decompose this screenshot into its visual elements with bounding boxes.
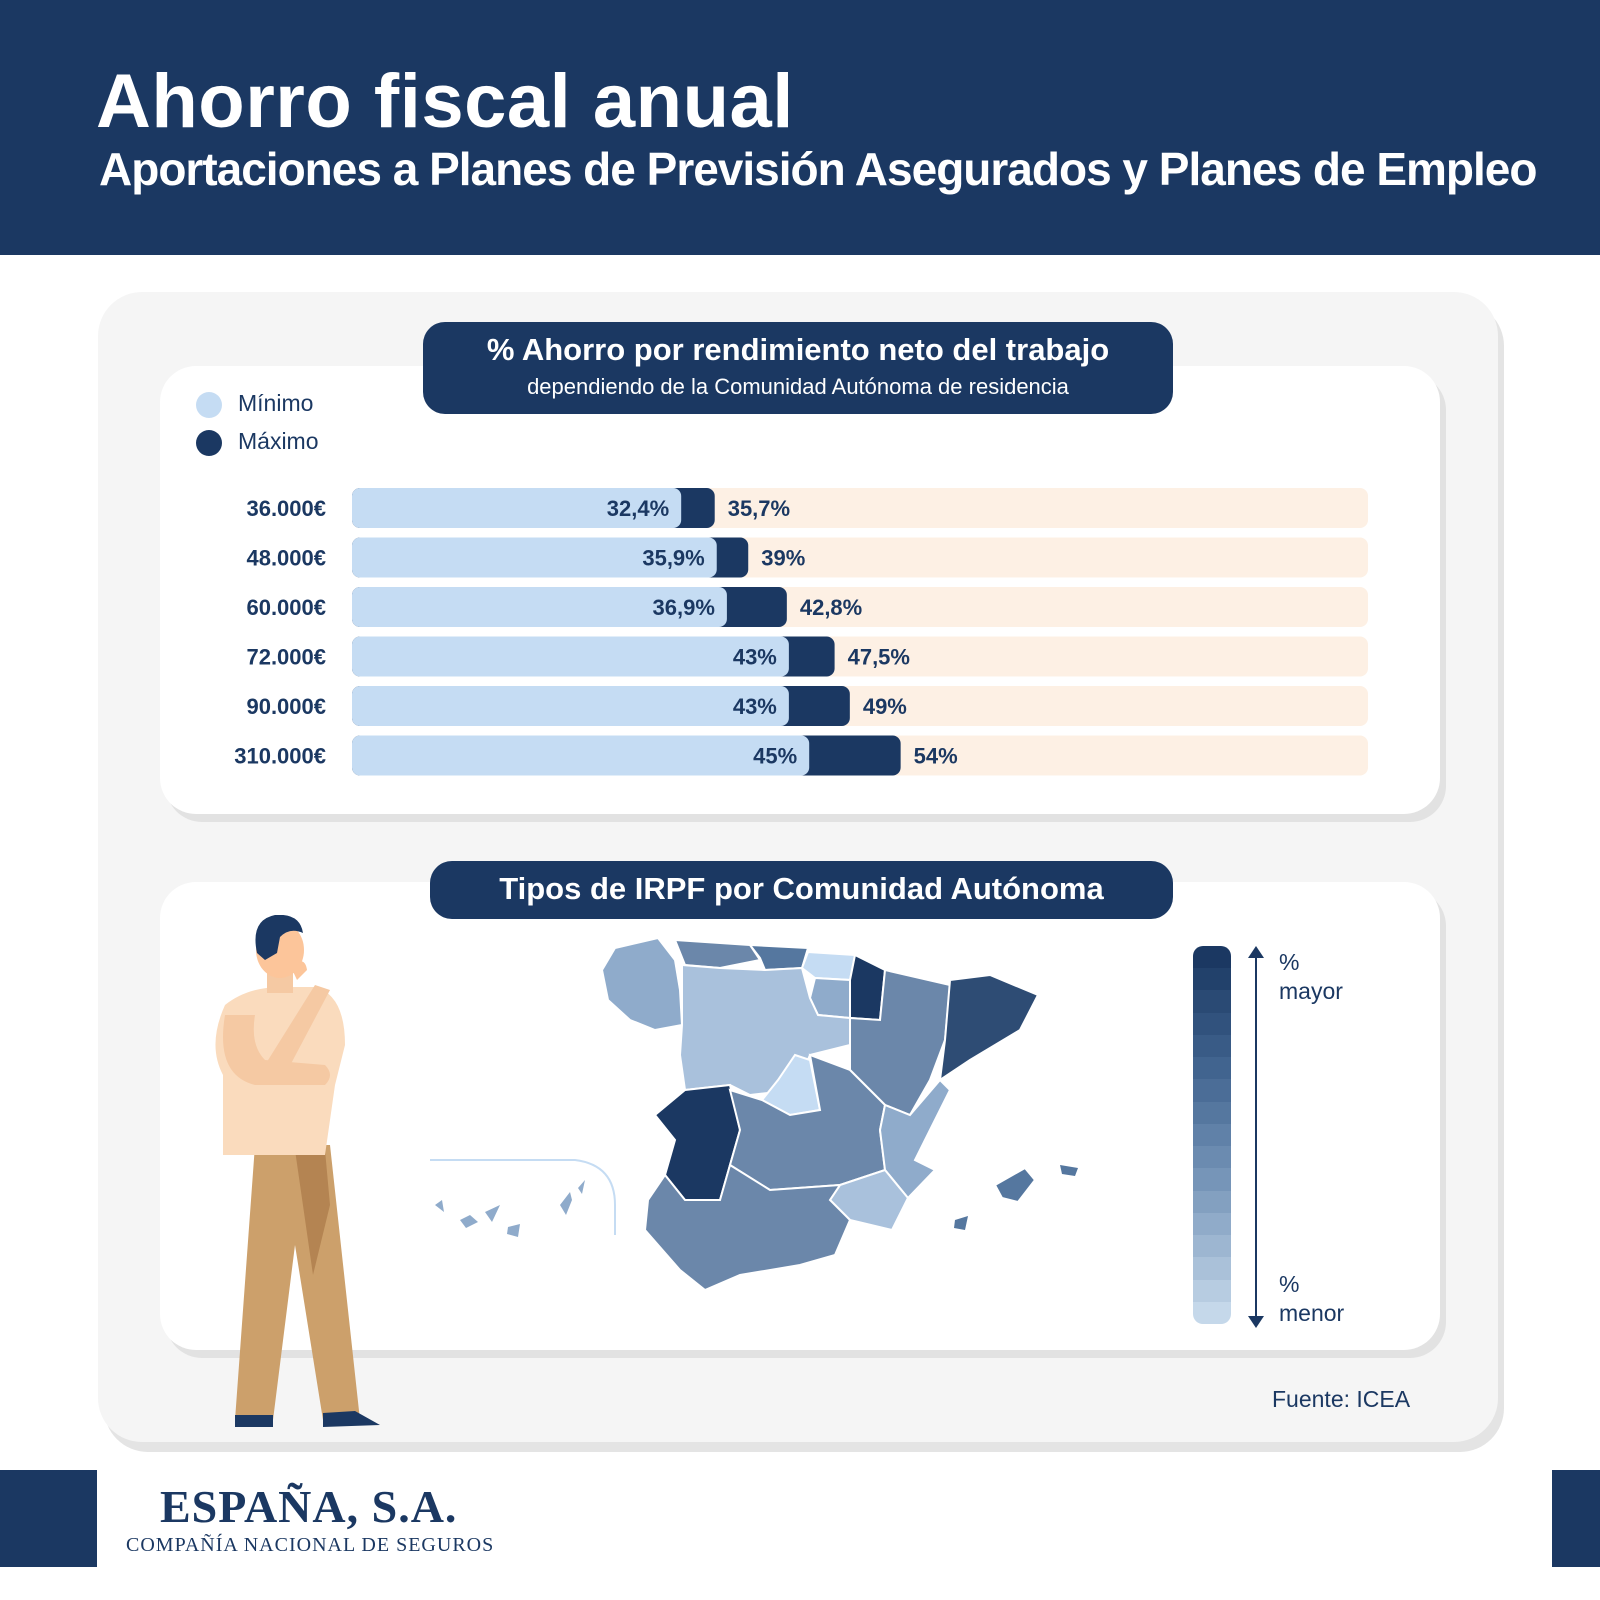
legend-label-minimo: Mínimo [238,390,314,416]
legend-label-maximo: Máximo [238,428,319,454]
scale-step [1193,1079,1231,1104]
bar-chart-subtitle: dependiendo de la Comunidad Autónoma de … [527,374,1069,399]
category-label-72000: 72.000€ [246,645,326,670]
value-label-minimo-60000: 36,9% [653,595,715,620]
map-title: Tipos de IRPF por Comunidad Autónoma [499,871,1104,906]
category-label-48000: 48.000€ [246,546,326,571]
thinking-person-illustration [215,915,380,1427]
region-galicia [600,936,684,1032]
bar-chart-title: % Ahorro por rendimiento neto del trabaj… [486,332,1110,367]
legend-swatch-minimo [196,392,222,418]
bar-minimo-48000 [352,537,717,578]
brand-logo-name: ESPAÑA, S.A. [160,1481,458,1532]
scale-arrow-line [1255,954,1257,1318]
category-label-310000: 310.000€ [234,744,326,769]
value-label-maximo-48000: 39% [761,546,805,571]
scale-step [1193,946,1231,970]
bar-minimo-36000 [352,488,682,528]
map-title-pill: Tipos de IRPF por Comunidad Autónoma [430,861,1173,919]
legend-swatch-maximo [196,430,222,456]
value-label-minimo-90000: 43% [733,694,777,719]
value-label-minimo-310000: 45% [753,744,797,769]
scale-step [1193,1034,1231,1059]
scale-step [1193,968,1231,992]
region-canarias [435,1180,585,1237]
canarias-frame [430,1159,616,1235]
footer-square-left [0,1470,97,1567]
bar-minimo-72000 [352,636,789,677]
scale-step [1193,1101,1231,1126]
region-baleares-ibiza [954,1216,968,1230]
region-pais-vasco [800,950,857,982]
scale-step [1193,1168,1231,1193]
category-label-60000: 60.000€ [246,595,326,620]
scale-step [1193,1301,1231,1324]
source-note: Fuente: ICEA [1272,1386,1411,1412]
arrow-down-icon [1248,1316,1264,1328]
scale-step [1193,1235,1231,1259]
header-banner: Ahorro fiscal anual Aportaciones a Plane… [0,0,1600,255]
scale-step [1193,1012,1231,1037]
region-cataluna [938,973,1040,1083]
spain-irpf-map [430,936,1078,1292]
value-label-minimo-36000: 32,4% [607,496,669,521]
scale-step [1193,1279,1231,1304]
region-baleares [993,1166,1037,1204]
bar-minimo-90000 [352,686,789,726]
region-baleares-menorca [1060,1165,1078,1176]
value-label-maximo-60000: 42,8% [800,595,862,620]
scale-top-word: mayor [1279,978,1343,1004]
scale-bottom-word: menor [1279,1300,1345,1326]
region-valencia [878,1078,952,1200]
value-label-maximo-90000: 49% [863,694,907,719]
irpf-color-scale [1193,946,1231,1324]
scale-step [1193,1190,1231,1215]
value-label-maximo-72000: 47,5% [848,645,910,670]
scale-step [1193,1123,1231,1148]
scale-step [1193,1212,1231,1237]
bar-chart-title-pill: % Ahorro por rendimiento neto del trabaj… [423,322,1173,414]
page-title: Ahorro fiscal anual [96,59,794,144]
bar-minimo-60000 [352,587,727,627]
value-label-minimo-72000: 43% [733,645,777,670]
region-castilla-leon [678,963,851,1097]
scale-bottom-label: % menor [1279,1270,1344,1328]
value-label-maximo-310000: 54% [914,744,958,769]
region-andalucia [643,1163,852,1292]
bar-minimo-310000 [352,735,810,776]
scale-top-label: % mayor [1279,948,1343,1006]
scale-step [1193,1257,1231,1282]
value-label-minimo-48000: 35,9% [642,546,704,571]
arrow-up-icon [1248,946,1264,958]
brand-logo-tagline: COMPAÑÍA NACIONAL DE SEGUROS [126,1534,495,1556]
value-label-maximo-36000: 35,7% [728,496,790,521]
category-label-90000: 90.000€ [246,694,326,719]
footer-square-right [1552,1470,1600,1567]
scale-step [1193,1146,1231,1170]
page-subtitle: Aportaciones a Planes de Previsión Asegu… [99,143,1537,195]
scale-bottom-symbol: % [1279,1271,1300,1297]
region-asturias [673,938,762,970]
category-label-36000: 36.000€ [246,496,326,521]
region-cantabria [747,943,810,972]
scale-step [1193,1057,1231,1081]
scale-step [1193,990,1231,1015]
scale-top-symbol: % [1279,949,1300,975]
bar-chart: 36.000€ 32,4% 35,7% 48.000€ 35,9% 39% 60.000€ 3… [234,488,1368,776]
